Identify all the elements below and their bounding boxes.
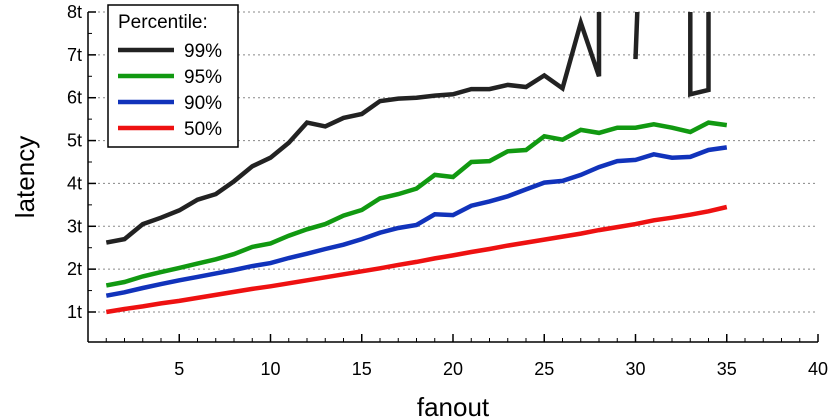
series-line-90pct [105,145,728,298]
x-axis-title: fanout [417,392,490,419]
legend: Percentile: 99% 95% 90% 50% [107,4,239,148]
x-tick-label: 25 [534,359,554,379]
legend-label: 50% [184,119,222,140]
series-line-50pct [105,204,728,315]
legend-label: 95% [184,67,222,88]
legend-items: 99% 95% 90% 50% [118,41,222,140]
series-layer [105,11,728,315]
y-tick-label: 8t [67,2,82,22]
y-tick-label: 4t [67,173,82,193]
y-tick-label: 3t [67,216,82,236]
x-tick-label: 35 [717,359,737,379]
y-tick-label: 6t [67,88,82,108]
legend-label: 99% [184,41,222,62]
y-tick-label: 2t [67,259,82,279]
x-tick-label: 5 [174,359,184,379]
x-tick-label: 10 [260,359,280,379]
legend-title: Percentile: [118,12,208,33]
x-tick-label: 15 [352,359,372,379]
legend-label: 90% [184,93,222,114]
y-tick-label: 1t [67,302,82,322]
y-tick-label: 5t [67,131,82,151]
x-tick-label: 40 [808,359,828,379]
y-axis-title: latency [10,136,40,218]
x-tick-label: 30 [625,359,645,379]
y-tick-label: 7t [67,45,82,65]
x-ticks: 5 10 15 20 25 30 35 40 [105,334,828,379]
y-ticks: 1t 2t 3t 4t 5t 6t 7t 8t [67,2,96,322]
x-tick-label: 20 [443,359,463,379]
series-line-99pct [105,11,711,245]
series-line-95pct [105,120,728,288]
